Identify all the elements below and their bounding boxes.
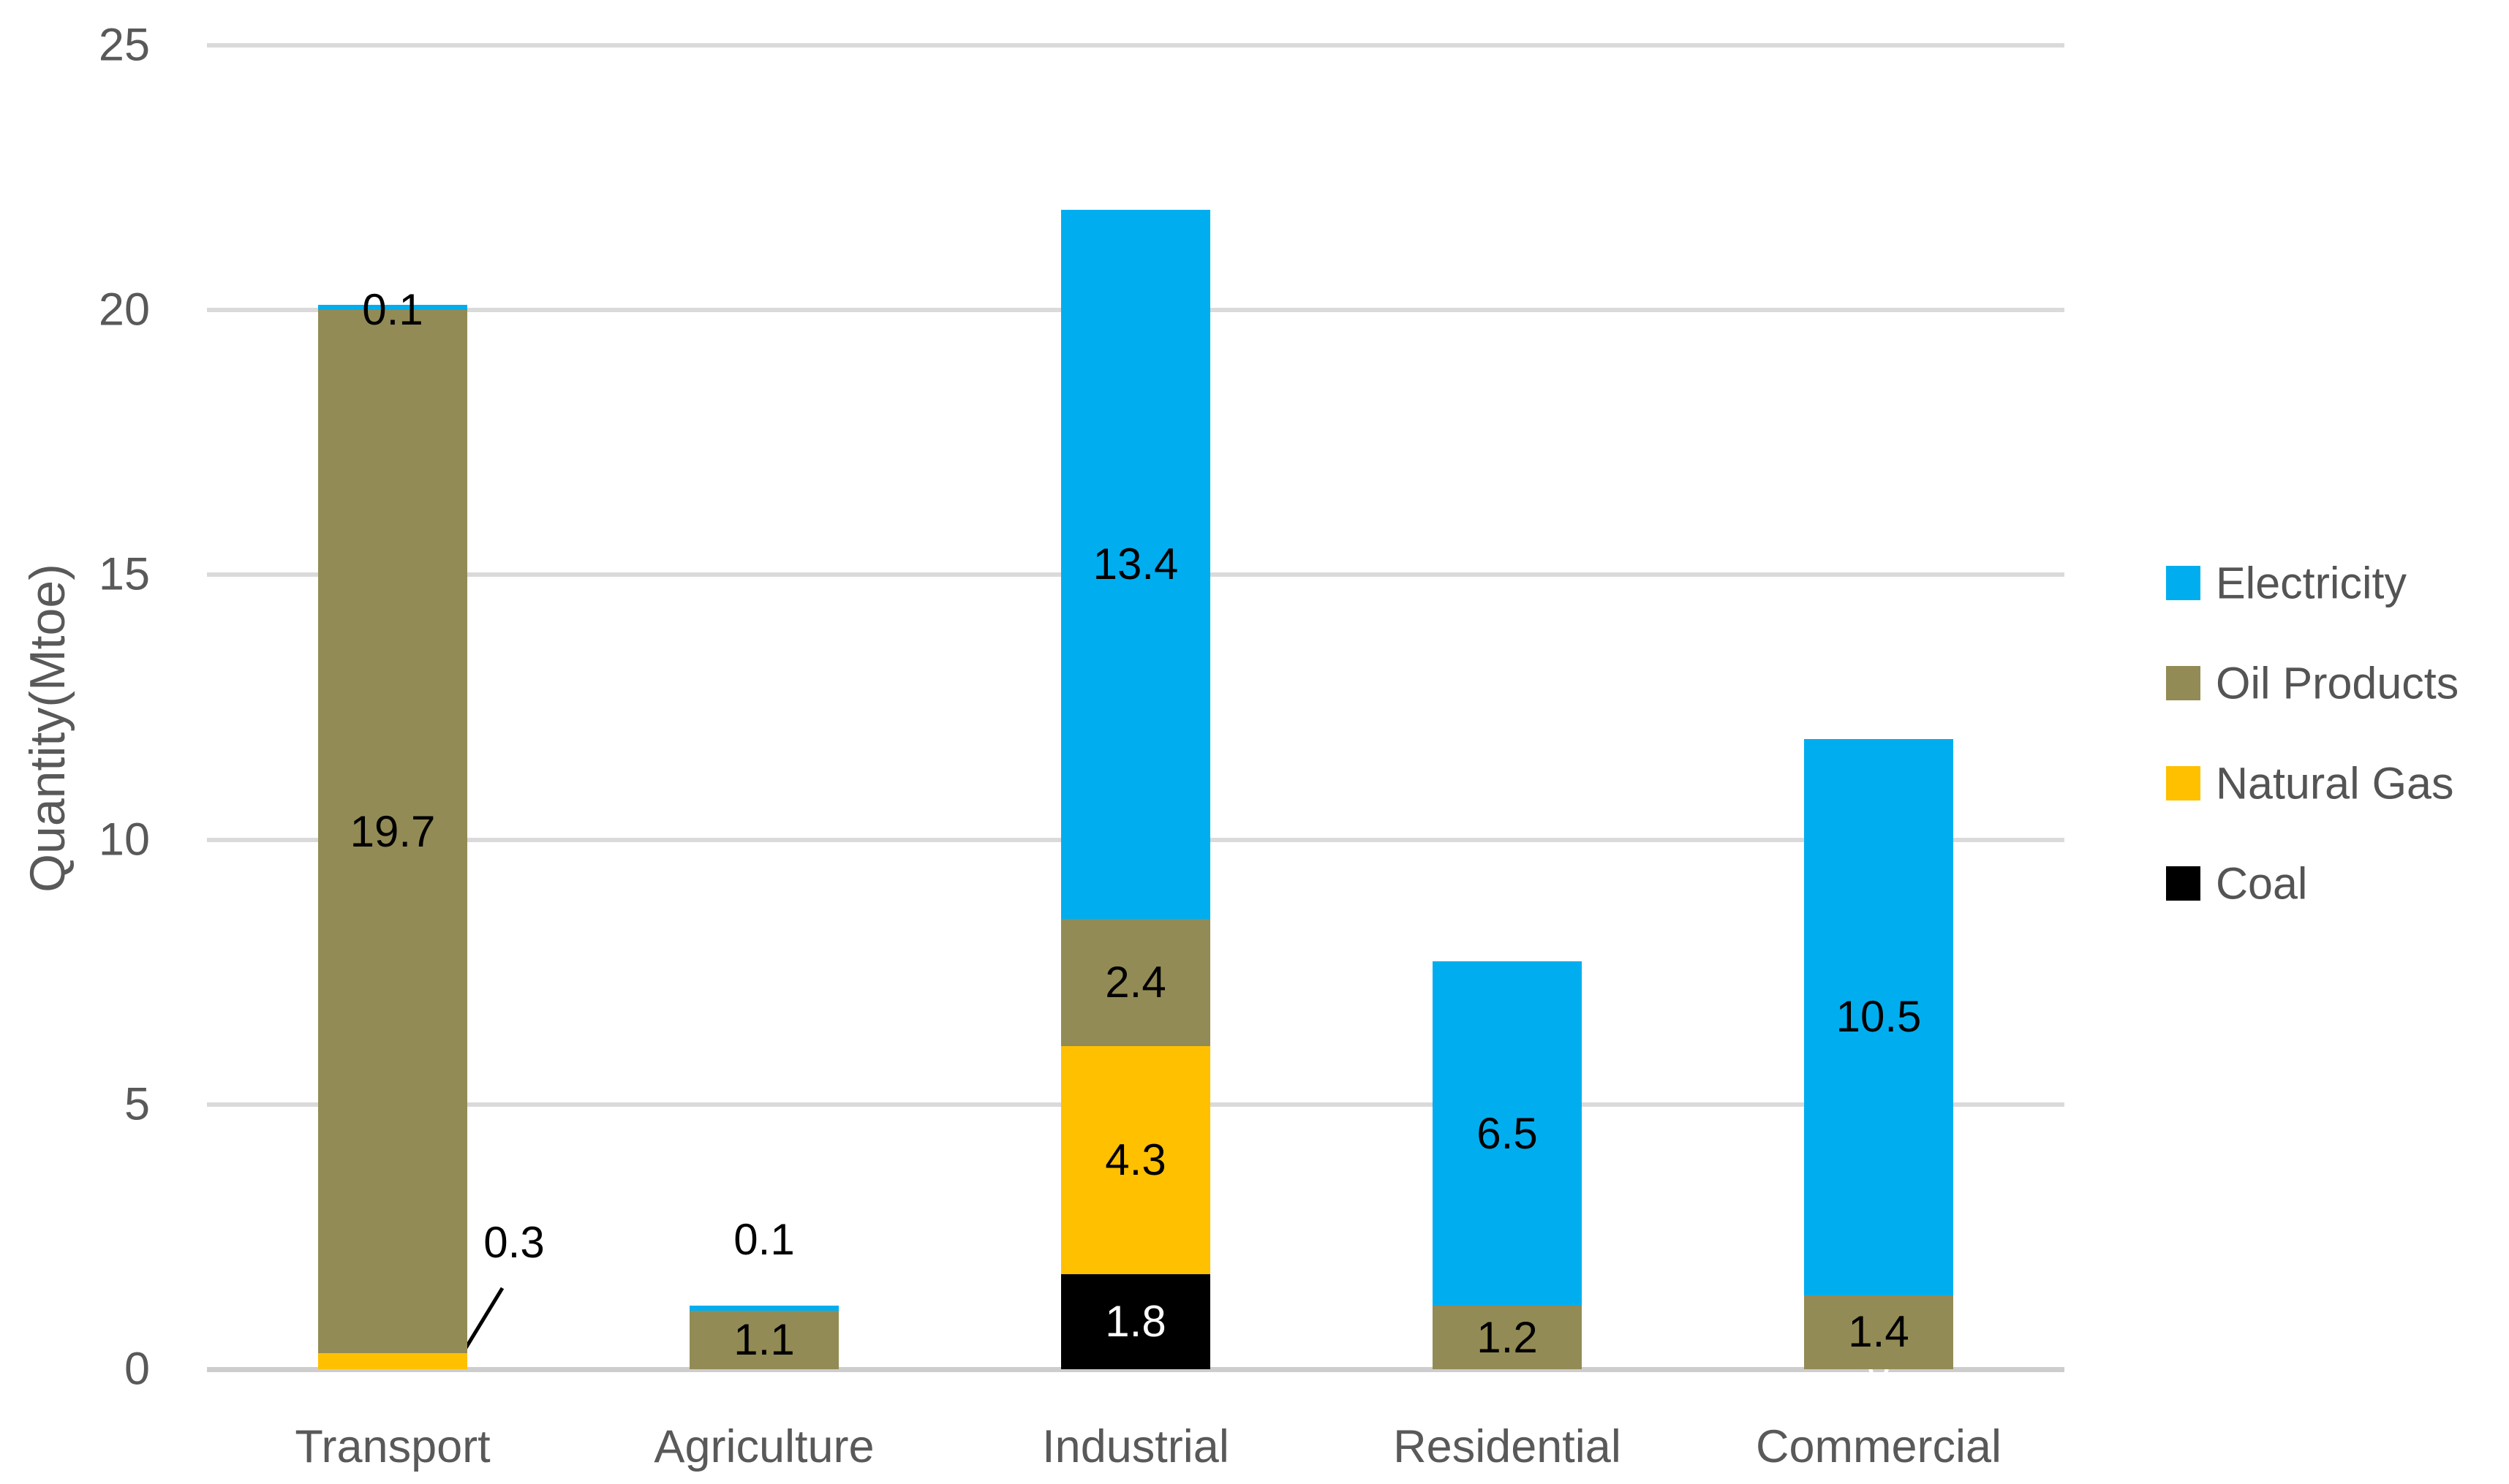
bar-segment-agriculture-electricity — [690, 1306, 839, 1311]
data-label-transport-electricity: 0.1 — [362, 284, 423, 334]
x-axis-label-agriculture: Agriculture — [654, 1421, 875, 1472]
bar-segment-industrial-oil-products — [1061, 919, 1210, 1047]
bar-segment-transport-electricity — [318, 304, 467, 311]
bar-segment-industrial-electricity — [1061, 209, 1210, 920]
data-label-industrial-oil-products: 2.4 — [1105, 958, 1166, 1007]
y-tick-label: 10 — [98, 814, 150, 866]
y-tick-label: 20 — [98, 284, 150, 336]
bar-segment-residential-oil-products — [1433, 1306, 1582, 1369]
bar-segment-commercial-electricity — [1804, 738, 1953, 1295]
bar-segment-transport-oil-products — [318, 310, 467, 1354]
x-axis-label-residential: Residential — [1393, 1421, 1621, 1472]
legend-label-coal: Coal — [2216, 858, 2308, 909]
data-label-residential-oil-products: 1.2 — [1476, 1312, 1538, 1362]
bar-segment-agriculture-oil-products — [690, 1311, 839, 1369]
data-label-agriculture-oil-products: 1.1 — [733, 1315, 795, 1365]
data-label-commercial-electricity: 10.5 — [1835, 992, 1922, 1042]
legend-swatch-electricity — [2166, 566, 2200, 600]
legend-label-natural-gas: Natural Gas — [2216, 758, 2454, 809]
data-label-transport-oil-products: 19.7 — [350, 806, 436, 856]
gridline — [207, 43, 2064, 48]
x-axis-label-commercial: Commercial — [1755, 1421, 2002, 1472]
gridline — [207, 1367, 2064, 1372]
legend-swatch-coal — [2166, 866, 2200, 901]
data-label-industrial-electricity: 13.4 — [1093, 539, 1179, 588]
y-tick-label: 5 — [124, 1078, 150, 1130]
bar-segment-residential-electricity — [1433, 961, 1582, 1306]
x-axis-label-transport: Transport — [295, 1421, 491, 1472]
legend-label-oil-products: Oil Products — [2216, 658, 2459, 708]
y-tick-label: 25 — [98, 19, 150, 71]
data-label-agriculture-electricity: 0.1 — [733, 1215, 795, 1265]
bar-segment-industrial-natural-gas — [1061, 1046, 1210, 1274]
data-label-industrial-coal: 1.8 — [1105, 1296, 1166, 1346]
legend-swatch-oil-products — [2166, 666, 2200, 700]
y-tick-label: 0 — [124, 1343, 150, 1395]
bar-segment-industrial-coal — [1061, 1273, 1210, 1369]
x-axis-label-industrial: Industrial — [1042, 1421, 1229, 1472]
legend-label-electricity: Electricity — [2216, 558, 2407, 608]
data-label-transport-natural-gas: 0.3 — [483, 1218, 545, 1267]
data-label-commercial-oil-products: 1.4 — [1848, 1307, 1909, 1357]
data-label-industrial-natural-gas: 4.3 — [1105, 1135, 1166, 1184]
bar-segment-commercial-oil-products — [1804, 1295, 1953, 1369]
legend-swatch-natural-gas — [2166, 766, 2200, 800]
y-tick-label: 15 — [98, 548, 150, 600]
bar-segment-transport-natural-gas — [318, 1353, 467, 1369]
data-label-residential-electricity: 6.5 — [1476, 1108, 1538, 1158]
